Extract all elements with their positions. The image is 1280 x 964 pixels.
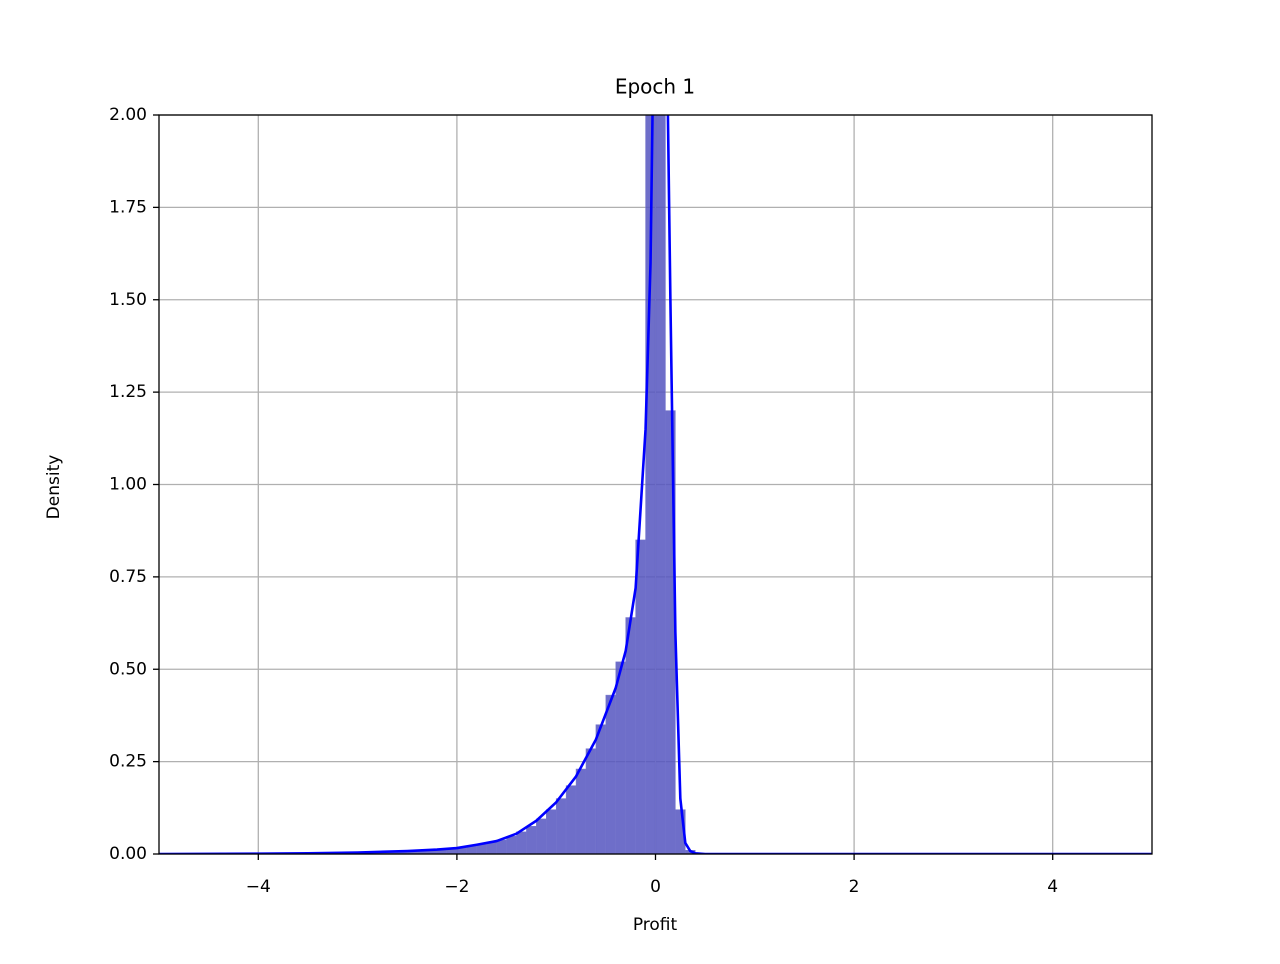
histogram-bar [605,694,617,854]
x-tick-label: 0 [650,877,661,897]
y-tick-label: 1.25 [109,382,147,402]
histogram-bar [635,539,646,854]
histogram-bar [516,831,527,854]
histogram-bar [655,115,666,854]
histogram-bar [496,839,507,854]
x-tick-label: 4 [1047,877,1058,897]
histogram-bar [615,661,626,854]
histogram-bar [565,785,577,854]
histogram-bar [506,836,517,854]
histogram-bar [536,818,547,854]
y-tick-label: 2.00 [109,105,147,125]
x-tick-label: −2 [444,877,469,897]
histogram-bar [625,617,636,854]
y-tick-label: 0.25 [109,752,147,772]
histogram-bar [595,724,607,854]
x-tick-label: −4 [246,877,271,897]
y-tick-label: 0.00 [109,844,147,864]
x-axis-label: Profit [633,915,678,935]
y-tick-label: 0.50 [109,659,147,679]
y-tick-label: 1.00 [109,475,147,495]
x-tick-label: 2 [849,877,860,897]
plot-marks [159,115,1152,854]
histogram-bar [526,826,537,854]
y-tick-label: 1.50 [109,290,147,310]
y-tick-label: 1.75 [109,197,147,217]
histogram-bar [546,809,557,854]
histogram-bar [555,798,567,854]
chart-title: Epoch 1 [615,75,695,99]
histogram-bar [645,115,656,854]
histogram-bar [575,768,587,854]
histogram-bar [585,748,597,854]
y-tick-label: 0.75 [109,567,147,587]
y-axis-label: Density [44,455,64,520]
